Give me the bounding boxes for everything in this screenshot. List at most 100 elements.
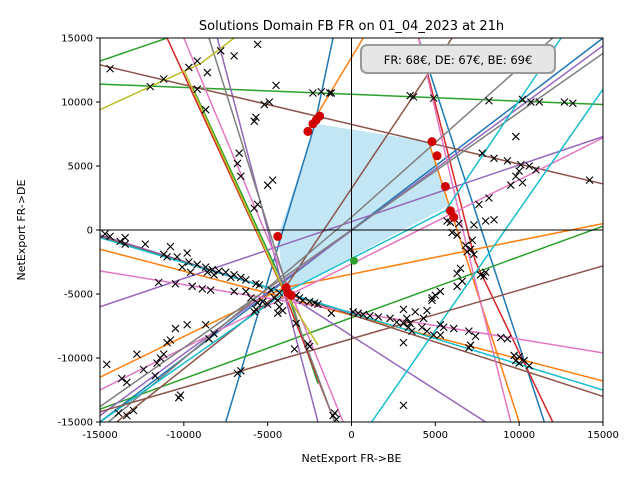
- intersection-marker-97: [399, 305, 408, 314]
- intersection-marker-96: [411, 308, 420, 316]
- intersection-marker-45: [511, 172, 520, 181]
- intersection-marker-118: [101, 229, 109, 238]
- intersection-marker-75: [423, 327, 431, 336]
- intersection-marker-179: [151, 372, 160, 380]
- intersection-marker-18: [265, 98, 274, 106]
- intersection-marker-156: [263, 300, 272, 309]
- intersection-marker-188: [305, 342, 314, 351]
- intersection-marker-11: [235, 149, 244, 158]
- intersection-marker-91: [310, 299, 319, 307]
- intersection-marker-169: [183, 320, 192, 329]
- intersection-marker-89: [327, 309, 336, 318]
- intersection-marker-94: [298, 296, 307, 305]
- intersection-marker-47: [506, 181, 515, 190]
- intersection-marker-35: [568, 99, 577, 108]
- intersection-marker-165: [159, 350, 168, 359]
- x-tick-label-3: 0: [348, 430, 354, 441]
- intersection-marker-87: [354, 309, 363, 318]
- intersection-marker-112: [511, 356, 520, 365]
- intersection-marker-10: [201, 105, 210, 114]
- intersection-marker-146: [163, 252, 171, 261]
- intersection-marker-23: [309, 89, 317, 97]
- intersection-marker-151: [206, 286, 215, 295]
- intersection-marker-93: [295, 293, 304, 302]
- intersection-marker-176: [250, 308, 259, 316]
- intersection-marker-85: [366, 311, 374, 320]
- intersection-marker-37: [532, 165, 540, 174]
- intersection-marker-122: [159, 250, 168, 259]
- y-tick-label-5: 10000: [61, 98, 93, 109]
- x-tick-label-1: -10000: [166, 430, 201, 441]
- intersection-marker-22: [272, 81, 280, 90]
- intersection-marker-174: [233, 369, 242, 378]
- vertex-point-4: [427, 137, 437, 147]
- intersection-marker-6: [216, 46, 225, 55]
- intersection-marker-102: [449, 324, 458, 333]
- intersection-marker-84: [374, 313, 383, 321]
- intersection-marker-70: [436, 287, 445, 296]
- intersection-marker-83: [386, 314, 394, 323]
- intersection-marker-52: [470, 220, 478, 229]
- intersection-marker-128: [215, 267, 223, 275]
- intersection-marker-154: [247, 293, 255, 302]
- intersection-marker-20: [252, 113, 260, 122]
- vertex-point-3: [303, 126, 313, 136]
- intersection-marker-100: [436, 320, 445, 329]
- intersection-marker-88: [349, 308, 358, 316]
- intersection-marker-24: [317, 87, 326, 96]
- constraint-line-23: [417, 38, 512, 422]
- intersection-marker-7: [230, 52, 239, 60]
- intersection-marker-34: [560, 98, 569, 106]
- intersection-marker-76: [429, 331, 438, 339]
- intersection-marker-168: [171, 324, 180, 333]
- intersection-marker-108: [510, 351, 519, 360]
- intersection-marker-13: [236, 172, 245, 181]
- x-axis-label: NetExport FR->BE: [301, 452, 401, 465]
- intersection-marker-30: [485, 96, 493, 105]
- intersection-marker-139: [203, 268, 212, 277]
- price-annotation: FR: 68€, DE: 67€, BE: 69€: [360, 44, 556, 74]
- intersection-marker-29: [429, 94, 438, 103]
- intersection-marker-166: [163, 338, 171, 347]
- y-tick-label-2: -5000: [64, 290, 93, 301]
- intersection-marker-137: [178, 263, 187, 272]
- vertex-point-8: [449, 212, 459, 222]
- intersection-marker-38: [585, 176, 594, 184]
- intersection-marker-64: [453, 269, 462, 278]
- intersection-marker-158: [273, 296, 282, 305]
- intersection-marker-25: [325, 89, 334, 97]
- intersection-marker-77: [418, 323, 426, 332]
- intersection-marker-26: [327, 89, 336, 97]
- intersection-marker-62: [470, 250, 478, 259]
- intersection-marker-124: [184, 258, 193, 266]
- intersection-marker-50: [481, 217, 490, 225]
- intersection-marker-183: [122, 411, 131, 420]
- y-tick-label-4: 5000: [68, 162, 93, 173]
- intersection-marker-103: [464, 327, 473, 336]
- intersection-marker-130: [230, 270, 239, 279]
- intersection-marker-182: [114, 409, 123, 417]
- intersection-marker-177: [258, 297, 267, 306]
- intersection-marker-152: [230, 287, 239, 296]
- intersection-marker-148: [171, 279, 180, 288]
- intersection-marker-41: [503, 156, 512, 165]
- intersection-marker-145: [183, 249, 192, 257]
- intersection-marker-79: [404, 323, 413, 332]
- intersection-marker-48: [485, 194, 493, 202]
- intersection-marker-56: [448, 228, 456, 237]
- intersection-marker-59: [461, 241, 470, 250]
- vertex-point-5: [432, 151, 442, 161]
- intersection-marker-66: [453, 282, 462, 291]
- intersection-marker-36: [511, 132, 520, 141]
- intersection-marker-160: [117, 374, 126, 383]
- constraint-line-27: [100, 38, 235, 111]
- vertex-point-6: [440, 181, 450, 191]
- intersection-marker-150: [198, 284, 207, 293]
- intersection-marker-115: [399, 401, 408, 410]
- intersection-marker-126: [201, 263, 210, 272]
- intersection-marker-186: [290, 345, 299, 353]
- intersection-marker-105: [471, 332, 480, 341]
- vertex-point-9: [273, 231, 283, 241]
- x-tick-label-6: 15000: [587, 430, 619, 441]
- intersection-marker-60: [466, 245, 475, 254]
